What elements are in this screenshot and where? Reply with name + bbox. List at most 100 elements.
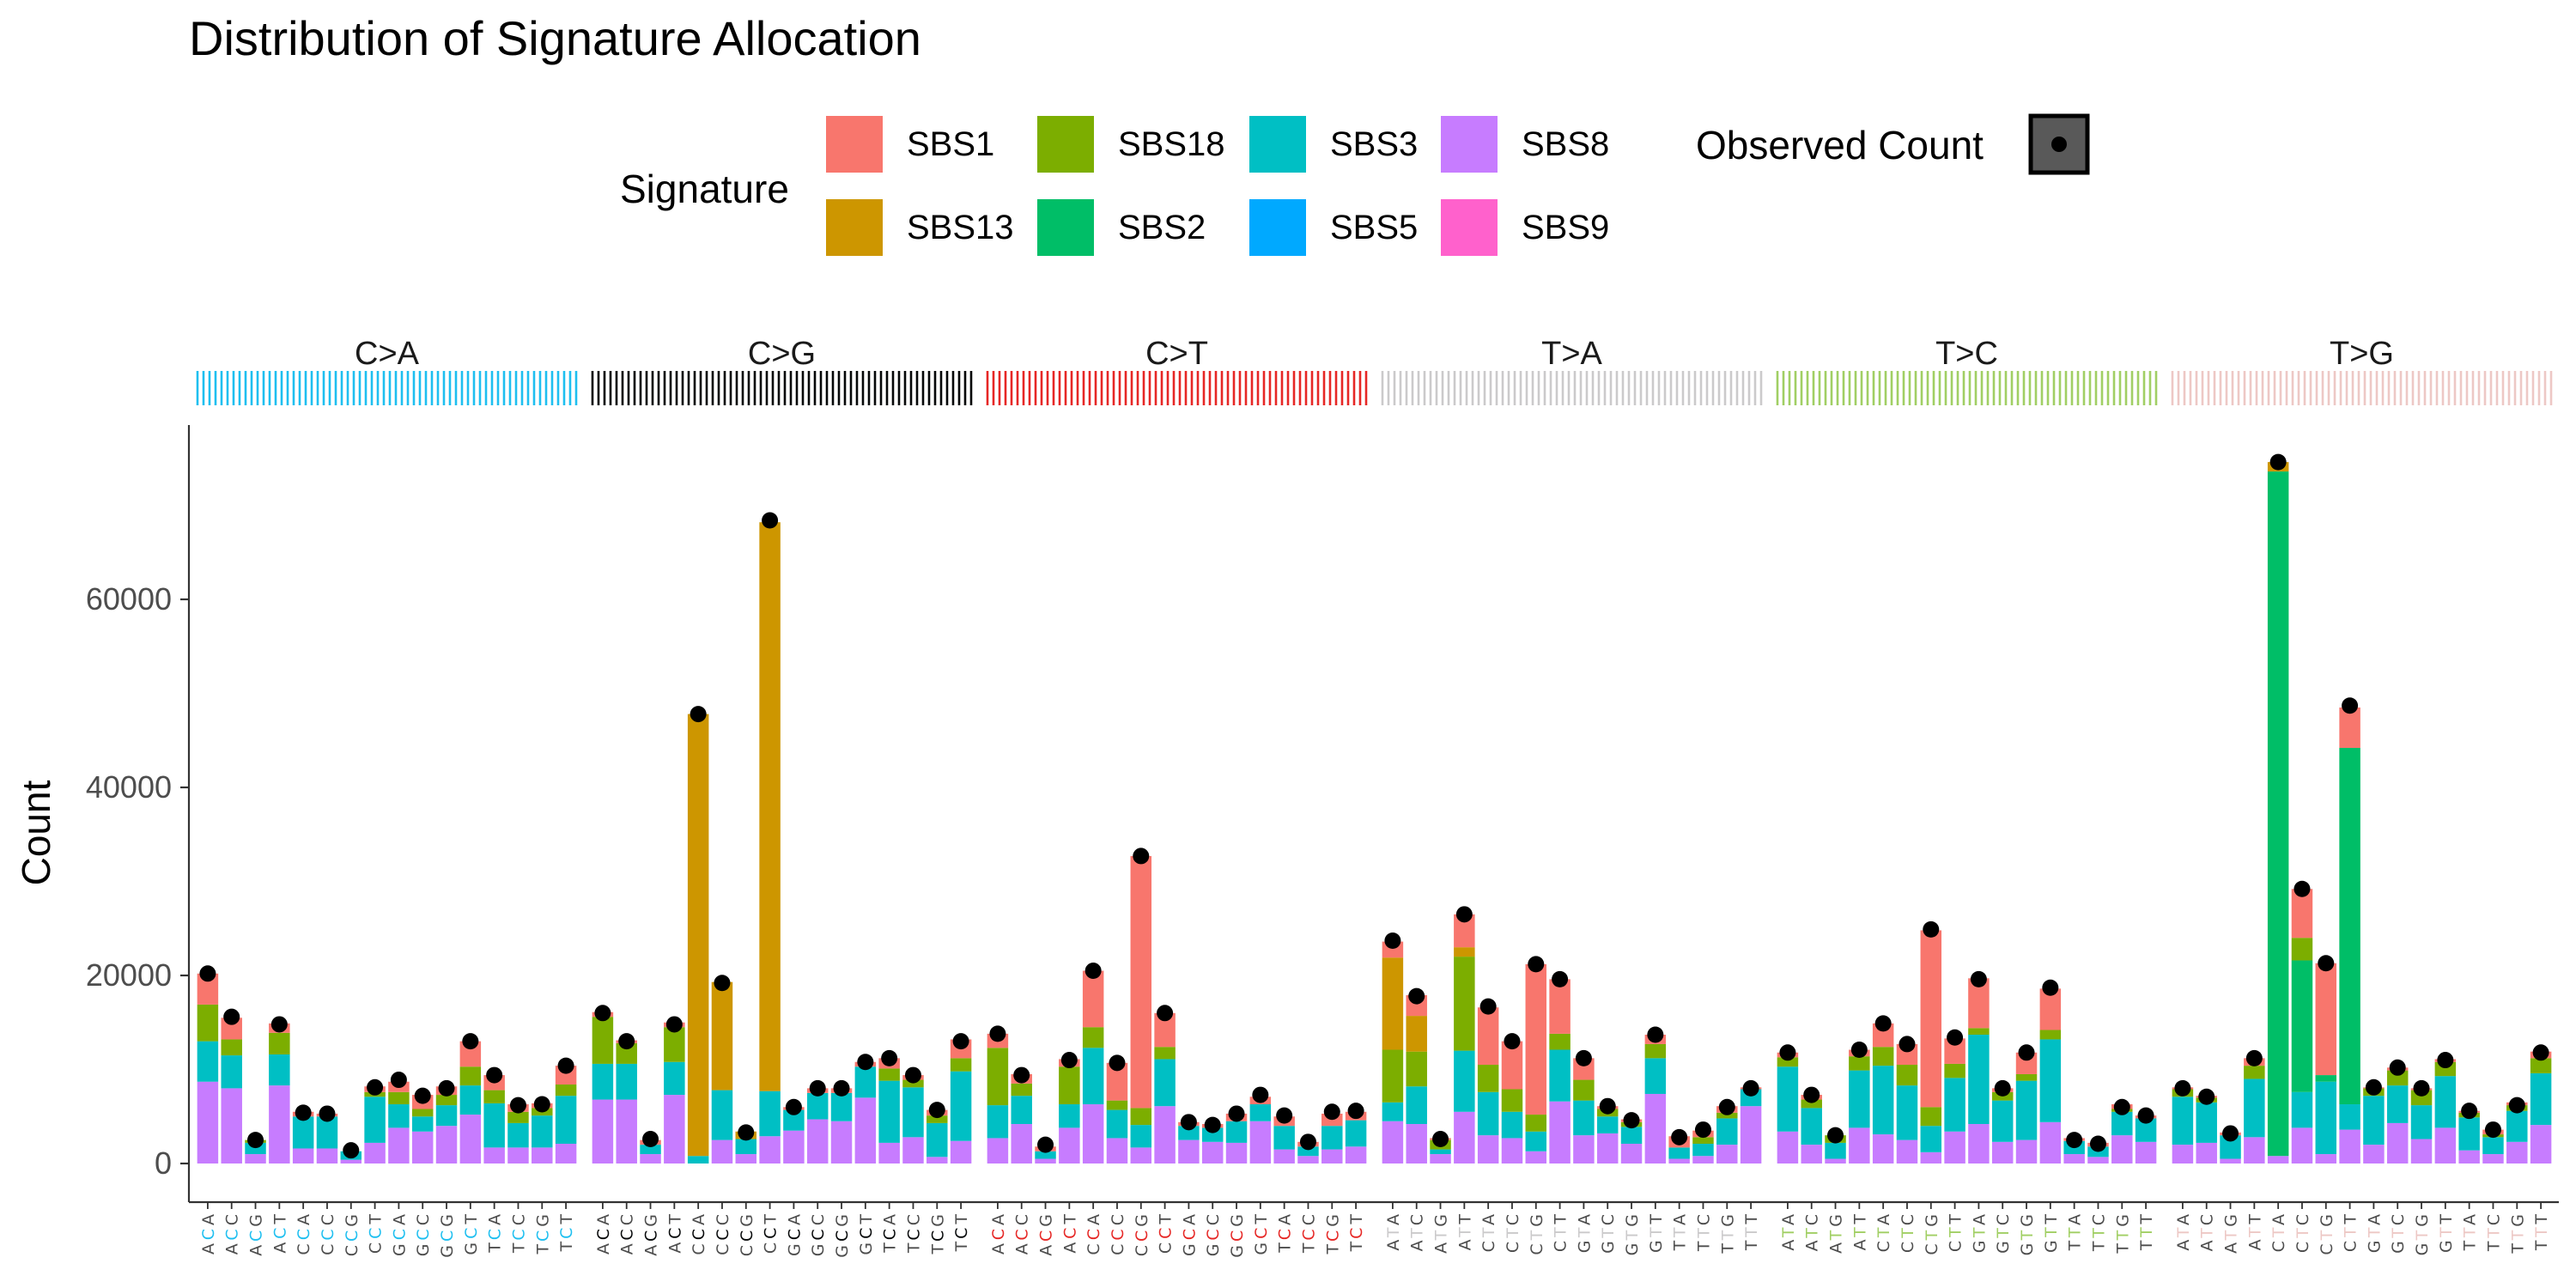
bar-segment-sbs18 xyxy=(1382,1049,1404,1103)
x-tick-label: TTC xyxy=(2484,1214,2503,1252)
bar-segment-sbs8 xyxy=(1382,1121,1404,1163)
strip-label-1: C>G xyxy=(748,336,816,372)
bar-segment-sbs3 xyxy=(1321,1126,1343,1150)
x-tick-label: GTA xyxy=(2365,1214,2384,1253)
x-tick-label: ATT xyxy=(1455,1214,1474,1251)
bar-segment-sbs3 xyxy=(711,1090,733,1140)
x-tick-label: ATG xyxy=(1827,1214,1846,1254)
bar-segment-sbs3 xyxy=(1968,1034,1990,1125)
observed-count-point xyxy=(1276,1107,1293,1124)
bar-segment-sbs8 xyxy=(1777,1131,1799,1163)
bar-segment-sbs18 xyxy=(1011,1083,1032,1097)
x-tick-label: TCC xyxy=(1299,1214,1318,1254)
bar-segment-sbs18 xyxy=(2244,1066,2265,1079)
bar-segment-sbs18 xyxy=(1059,1066,1080,1105)
observed-count-point xyxy=(533,1096,550,1113)
observed-count-point xyxy=(1037,1136,1054,1153)
bar-segment-sbs2 xyxy=(2291,960,2313,1092)
bar-segment-sbs1 xyxy=(1920,930,1942,1108)
x-tick-label: GCT xyxy=(1252,1214,1271,1255)
bar-segment-sbs3 xyxy=(1596,1116,1619,1133)
bar-segment-sbs18 xyxy=(664,1027,685,1062)
observed-count-point xyxy=(414,1087,431,1104)
x-tick-label: ACA xyxy=(199,1214,218,1255)
bar-segment-sbs3 xyxy=(1477,1091,1499,1136)
observed-count-point xyxy=(2508,1097,2525,1114)
bar-segment-sbs18 xyxy=(2386,1070,2409,1086)
x-tick-label: ACC xyxy=(1013,1214,1032,1255)
bar-segment-sbs3 xyxy=(830,1092,853,1121)
bar-segment-sbs8 xyxy=(1596,1133,1619,1163)
bar-segment-sbs3 xyxy=(1549,1049,1571,1102)
bar-segment-sbs3 xyxy=(2039,1039,2062,1122)
bar-segment-sbs8 xyxy=(1011,1124,1032,1163)
observed-count-point xyxy=(690,706,707,723)
bar-segment-sbs18 xyxy=(2039,1030,2062,1040)
observed-count-point xyxy=(904,1066,921,1084)
x-tick-label: CCC xyxy=(319,1214,337,1255)
bar-segment-sbs3 xyxy=(459,1085,482,1115)
x-tick-label: ATA xyxy=(1779,1214,1798,1251)
observed-count-point xyxy=(1994,1079,2011,1097)
observed-count-point xyxy=(1528,956,1545,973)
observed-count-point xyxy=(2269,453,2287,471)
bar-segment-sbs3 xyxy=(1082,1048,1104,1105)
observed-count-point xyxy=(762,512,779,529)
x-tick-label: GCC xyxy=(1204,1214,1223,1256)
bar-segment-sbs3 xyxy=(1692,1144,1714,1157)
bar-segment-sbs3 xyxy=(1059,1104,1080,1128)
x-tick-label: ACA xyxy=(989,1214,1008,1255)
bar-segment-sbs3 xyxy=(1501,1111,1523,1139)
bar-segment-sbs18 xyxy=(1130,1108,1152,1126)
x-tick-label: TTT xyxy=(2532,1214,2551,1252)
bar-segment-sbs8 xyxy=(1872,1134,1894,1163)
observed-count-point xyxy=(785,1098,802,1115)
observed-count-point xyxy=(1827,1127,1844,1144)
legend-label-sbs9: SBS9 xyxy=(1522,209,1609,246)
observed-count-point xyxy=(2018,1044,2035,1061)
bar-segment-sbs18 xyxy=(1106,1100,1128,1110)
bar-segment-sbs18 xyxy=(1944,1063,1965,1078)
x-tick-label: GCC xyxy=(809,1214,828,1256)
facet-strips: C>A C>G C>T T>A T>C T>G xyxy=(196,336,2553,405)
x-tick-label: CTT xyxy=(1947,1214,1965,1253)
bar-segment-sbs3 xyxy=(2458,1117,2480,1151)
bar-segment-sbs8 xyxy=(783,1130,805,1163)
bar-segment-sbs8 xyxy=(1430,1154,1451,1163)
bar-segment-sbs18 xyxy=(197,1004,219,1042)
bar-segment-sbs8 xyxy=(1692,1156,1714,1163)
bar-segment-sbs8 xyxy=(1896,1139,1918,1164)
x-tick-label: TCC xyxy=(904,1214,923,1254)
observed-count-point xyxy=(1347,1103,1364,1120)
bar-segment-sbs8 xyxy=(2339,1129,2360,1163)
bar-segment-sbs18 xyxy=(878,1068,900,1081)
bar-segment-sbs8 xyxy=(854,1097,877,1163)
x-tick-label: CTC xyxy=(2293,1214,2312,1253)
observed-count-point xyxy=(2532,1044,2549,1061)
observed-count-point xyxy=(1671,1128,1688,1145)
bar-segment-sbs8 xyxy=(388,1127,410,1163)
bar-segment-sbs3 xyxy=(592,1063,614,1100)
observed-count-point xyxy=(2245,1049,2263,1066)
bar-segment-sbs18 xyxy=(269,1032,290,1054)
bar-segment-sbs1 xyxy=(1082,970,1104,1028)
observed-count-point xyxy=(2113,1098,2130,1115)
x-tick-label: GCT xyxy=(462,1214,481,1255)
observed-count-point xyxy=(1504,1033,1521,1050)
observed-count-point xyxy=(2389,1059,2406,1076)
bar-segment-sbs3 xyxy=(1035,1151,1056,1159)
bar-segment-sbs8 xyxy=(1035,1158,1056,1163)
bar-segment-sbs8 xyxy=(987,1138,1009,1163)
observed-count-point xyxy=(1718,1098,1735,1115)
strip-label-2: C>T xyxy=(1145,336,1208,372)
observed-count-point xyxy=(1552,970,1569,987)
bar-segment-sbs8 xyxy=(1178,1139,1200,1164)
bar-segment-sbs3 xyxy=(2410,1105,2433,1139)
bar-segment-sbs8 xyxy=(221,1088,242,1163)
legend-label-sbs5: SBS5 xyxy=(1330,209,1418,246)
observed-count-point xyxy=(486,1066,503,1084)
x-tick-label: CCG xyxy=(1133,1214,1151,1256)
bar-segment-sbs8 xyxy=(411,1131,434,1163)
x-tick-label: TTT xyxy=(2137,1214,2156,1252)
y-axis-label: Count xyxy=(14,780,58,885)
